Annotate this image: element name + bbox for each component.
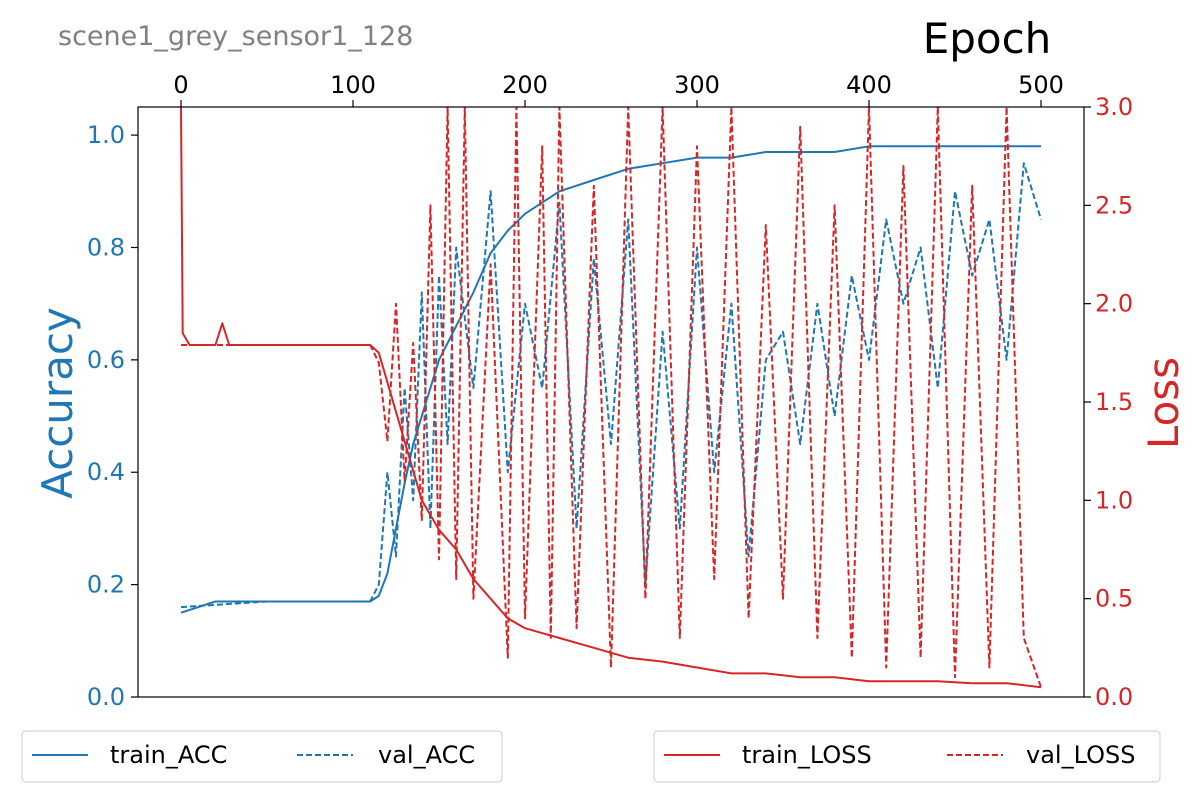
series-train-loss-line	[180, 107, 1042, 689]
series-val-loss-line	[181, 107, 1042, 688]
plot-lines	[180, 107, 1042, 689]
legend-label-val-loss: val_LOSS	[1026, 741, 1135, 769]
x-tick-label: 0	[173, 71, 188, 99]
legend-label-train-acc: train_ACC	[110, 741, 227, 769]
legend-right-frame	[653, 730, 1161, 783]
legend-label-train-loss: train_LOSS	[742, 741, 872, 769]
y2-axis-label: Loss	[1139, 357, 1188, 449]
x-tick-label: 300	[674, 71, 720, 99]
axes: 0 100 200 300 400 500 0.0 0.2 0.4 0.6 0.8 1.0 0.0 0.5…	[87, 71, 1133, 711]
series-val-acc-line	[180, 162, 1042, 609]
plot-frame	[137, 106, 1085, 698]
legend-left: train_ACC val_ACC	[21, 730, 503, 783]
y-tick-label: 0.4	[87, 458, 125, 486]
chart-title: scene1_grey_sensor1_128	[58, 21, 413, 52]
y-tick-label: 0.8	[87, 233, 125, 261]
y-tick-label: 0.2	[87, 571, 125, 599]
series-train-acc-line	[180, 145, 1041, 614]
legend-left-frame	[21, 730, 503, 783]
y2-tick-label: 0.5	[1095, 585, 1133, 613]
y2-tick-label: 0.0	[1095, 683, 1133, 711]
y2-tick-label: 1.5	[1095, 388, 1133, 416]
y-tick-label: 1.0	[87, 121, 125, 149]
y2-tick-label: 2.5	[1095, 191, 1133, 219]
x-tick-label: 100	[330, 71, 376, 99]
x-axis-label: Epoch	[923, 14, 1052, 63]
x-tick-label: 500	[1018, 71, 1064, 99]
x-tick-label: 200	[502, 71, 548, 99]
y-tick-label: 0.6	[87, 346, 125, 374]
y2-tick-label: 3.0	[1095, 93, 1133, 121]
y2-tick-label: 2.0	[1095, 290, 1133, 318]
x-tick-label: 400	[846, 71, 892, 99]
y-tick-label: 0.0	[87, 683, 125, 711]
y2-tick-label: 1.0	[1095, 486, 1133, 514]
legend-label-val-acc: val_ACC	[378, 741, 475, 769]
legend-right: train_LOSS val_LOSS	[653, 730, 1161, 783]
y-axis-label: Accuracy	[33, 307, 82, 499]
